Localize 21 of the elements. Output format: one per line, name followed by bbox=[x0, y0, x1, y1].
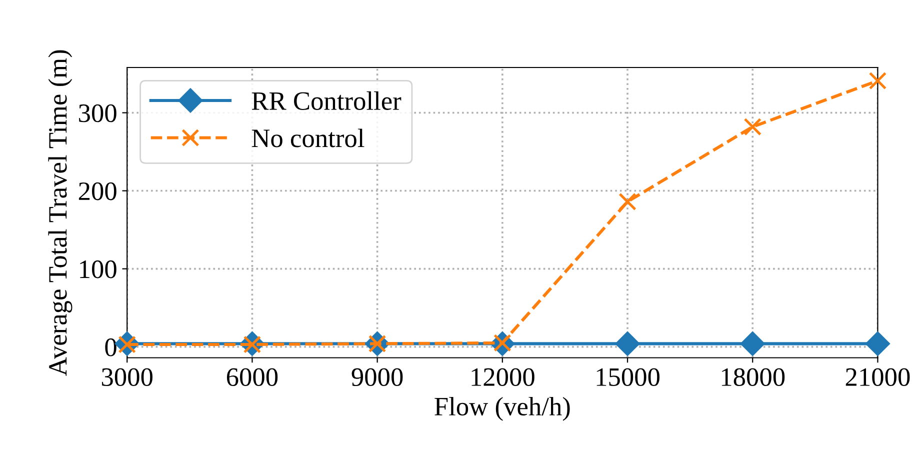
y-tick-label: 300 bbox=[79, 104, 116, 122]
point bbox=[740, 332, 765, 356]
y-tick-label: 200 bbox=[78, 182, 116, 200]
point bbox=[615, 332, 640, 356]
legend-label: No control bbox=[252, 128, 364, 148]
y-axis-title: Average Total Travel Time (m) bbox=[48, 50, 72, 376]
x-tick-label: 18000 bbox=[722, 368, 785, 386]
legend-label: RR Controller bbox=[252, 91, 402, 110]
point bbox=[866, 332, 890, 356]
x-tick-label: 6000 bbox=[226, 368, 278, 386]
x-tick-label: 9000 bbox=[352, 368, 403, 386]
x-axis-title: Flow (veh/h) bbox=[434, 396, 570, 421]
y-tick-label: 100 bbox=[80, 260, 116, 278]
y-tick-label: 0 bbox=[105, 338, 116, 356]
point bbox=[618, 192, 636, 211]
x-tick-label: 21000 bbox=[846, 368, 910, 386]
point bbox=[868, 72, 887, 90]
x-tick-label: 12000 bbox=[472, 368, 534, 386]
x-tick-label: 15000 bbox=[596, 368, 660, 386]
x-tick-label: 3000 bbox=[102, 368, 152, 386]
point bbox=[744, 118, 762, 136]
